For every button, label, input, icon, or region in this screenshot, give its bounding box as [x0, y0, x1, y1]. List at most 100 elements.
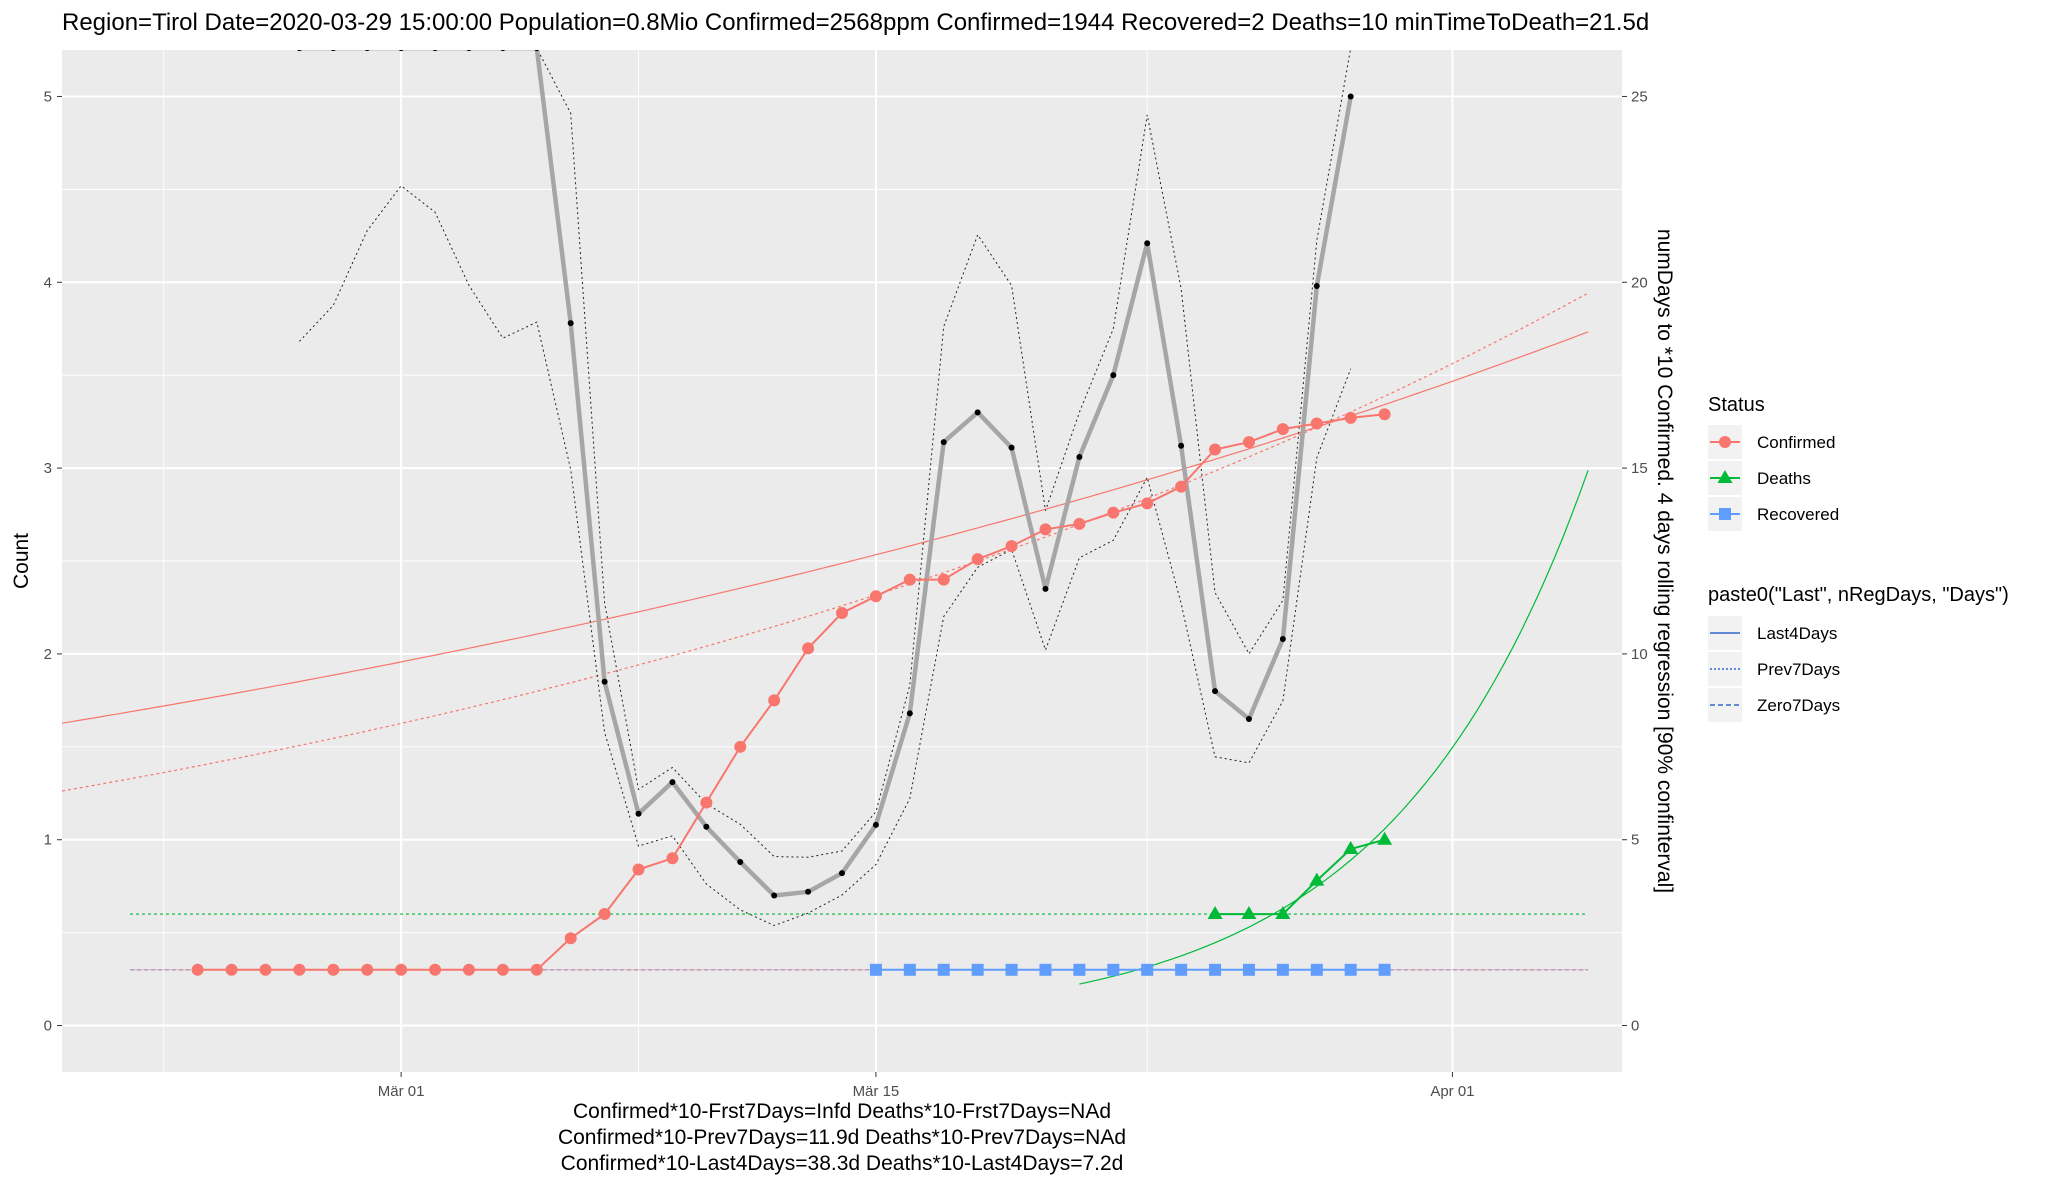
y2-tick-label: 25	[1631, 88, 1648, 105]
legend-key-triangle	[1717, 470, 1733, 483]
confirmed-point	[327, 963, 340, 976]
y-tick-label: 5	[44, 88, 52, 105]
recovered-point	[1107, 963, 1120, 976]
deaths-point	[1377, 831, 1393, 845]
legend-label-confirmed: Confirmed	[1757, 433, 1835, 452]
confirmed-point	[937, 573, 950, 586]
numdays-point	[839, 870, 845, 877]
y-tick-label: 2	[44, 646, 52, 663]
confirmed-point	[1209, 443, 1222, 456]
numdays-point	[805, 888, 812, 895]
numdays-point	[1144, 240, 1151, 247]
recovered-point	[1073, 963, 1086, 976]
deaths-point	[1241, 906, 1257, 920]
series-group	[62, 50, 1589, 985]
y-tick-label: 4	[44, 274, 52, 291]
legend-label-zero7days: Zero7Days	[1757, 696, 1840, 715]
recovered-point	[1175, 963, 1188, 976]
y-tick-label: 1	[44, 832, 52, 849]
numdays-point	[432, 50, 438, 52]
x-tick-label: Apr 01	[1430, 1083, 1474, 1100]
confirmed-point	[971, 553, 984, 566]
confirmed-point	[632, 863, 645, 876]
numdays-point	[703, 823, 710, 830]
deaths-line	[1215, 838, 1385, 916]
caption-line-3: Confirmed*10-Last4Days=38.3d Deaths*10-L…	[561, 1152, 1124, 1175]
confirmed-point	[1242, 436, 1255, 449]
legend-status-title: Status	[1708, 394, 1765, 416]
confirmed-point	[259, 963, 272, 976]
confirmed-point	[496, 963, 509, 976]
confirmed-point	[1344, 411, 1357, 424]
legend-label-prev7days: Prev7Days	[1757, 660, 1840, 679]
numdays-point	[669, 779, 676, 786]
deaths-point	[1309, 872, 1325, 886]
numdays-point	[1178, 442, 1185, 449]
numdays-point	[567, 320, 574, 327]
confirmed-point	[1073, 517, 1086, 530]
numdays-point	[1347, 93, 1354, 100]
recovered-point	[937, 963, 950, 976]
confirmed-point	[666, 852, 679, 865]
confirmed-point	[903, 573, 916, 586]
axes: 0 1 2 3 4 5 0 5 10 15 20 25 Mär 01 Mär 15 Apr 01	[44, 88, 1648, 1100]
confirmed-point	[293, 963, 306, 976]
x-tick-label: Mär 01	[378, 1083, 425, 1100]
y-tick-label: 0	[44, 1018, 52, 1035]
numdays-point	[534, 50, 540, 52]
y2-tick-label: 5	[1631, 832, 1639, 849]
legend: Status Confirmed Deaths Recovered paste0("La…	[1708, 394, 2009, 722]
numdays-point	[330, 50, 336, 52]
numdays-point	[398, 50, 404, 52]
deaths-fit-last4days	[1079, 470, 1589, 985]
numdays-point	[1279, 636, 1286, 643]
confirmed-point	[530, 963, 543, 976]
numdays-point	[1042, 585, 1049, 592]
numdays-point	[1008, 444, 1015, 451]
numdays-point	[737, 859, 744, 866]
confirmed-point	[836, 607, 848, 620]
confirmed-point	[1310, 417, 1323, 430]
legend-key-bg	[1708, 652, 1742, 686]
y2-tick-label: 20	[1631, 274, 1648, 291]
numdays-point	[601, 678, 608, 685]
numdays-point	[297, 50, 302, 52]
confirmed-point	[1175, 480, 1188, 493]
numdays-point	[771, 892, 778, 899]
legend-label-deaths: Deaths	[1757, 469, 1811, 488]
y2-tick-label: 15	[1631, 460, 1648, 477]
numdays-lower-conf	[299, 185, 1352, 927]
numdays-line	[299, 50, 1353, 898]
numdays-point	[1245, 715, 1252, 722]
legend-key-square	[1719, 508, 1731, 520]
deaths-point	[1343, 841, 1359, 855]
confirmed-point	[700, 796, 713, 809]
chart-title: Region=Tirol Date=2020-03-29 15:00:00 Po…	[62, 9, 1649, 36]
grid	[62, 50, 1622, 1072]
numdays-point	[1212, 688, 1219, 695]
confirmed-point	[598, 908, 611, 921]
y2-tick-label: 10	[1631, 646, 1648, 663]
numdays-point	[1110, 372, 1117, 379]
y2-axis-title: numDays to *10 Confirmed. 4 days rolling…	[1653, 229, 1676, 893]
caption-line-2: Confirmed*10-Prev7Days=11.9d Deaths*10-P…	[558, 1126, 1126, 1149]
numdays-point	[500, 50, 506, 52]
confirmed-point	[191, 963, 204, 976]
caption-line-1: Confirmed*10-Frst7Days=Infd Deaths*10-Fr…	[573, 1100, 1111, 1123]
recovered-point	[1039, 963, 1052, 976]
numdays-point	[364, 50, 370, 52]
numdays-point	[1076, 453, 1083, 460]
recovered-point	[1141, 963, 1154, 976]
recovered-point	[869, 963, 882, 976]
recovered-point	[1005, 963, 1018, 976]
recovered-point	[1276, 963, 1289, 976]
confirmed-point	[429, 963, 442, 976]
numdays-point	[466, 50, 472, 52]
confirmed-point	[869, 590, 882, 603]
recovered-point	[1378, 963, 1391, 976]
confirmed-point	[395, 963, 408, 976]
recovered-point	[1242, 963, 1255, 976]
legend-label-last4days: Last4Days	[1757, 624, 1837, 643]
confirmed-point	[1378, 408, 1391, 421]
